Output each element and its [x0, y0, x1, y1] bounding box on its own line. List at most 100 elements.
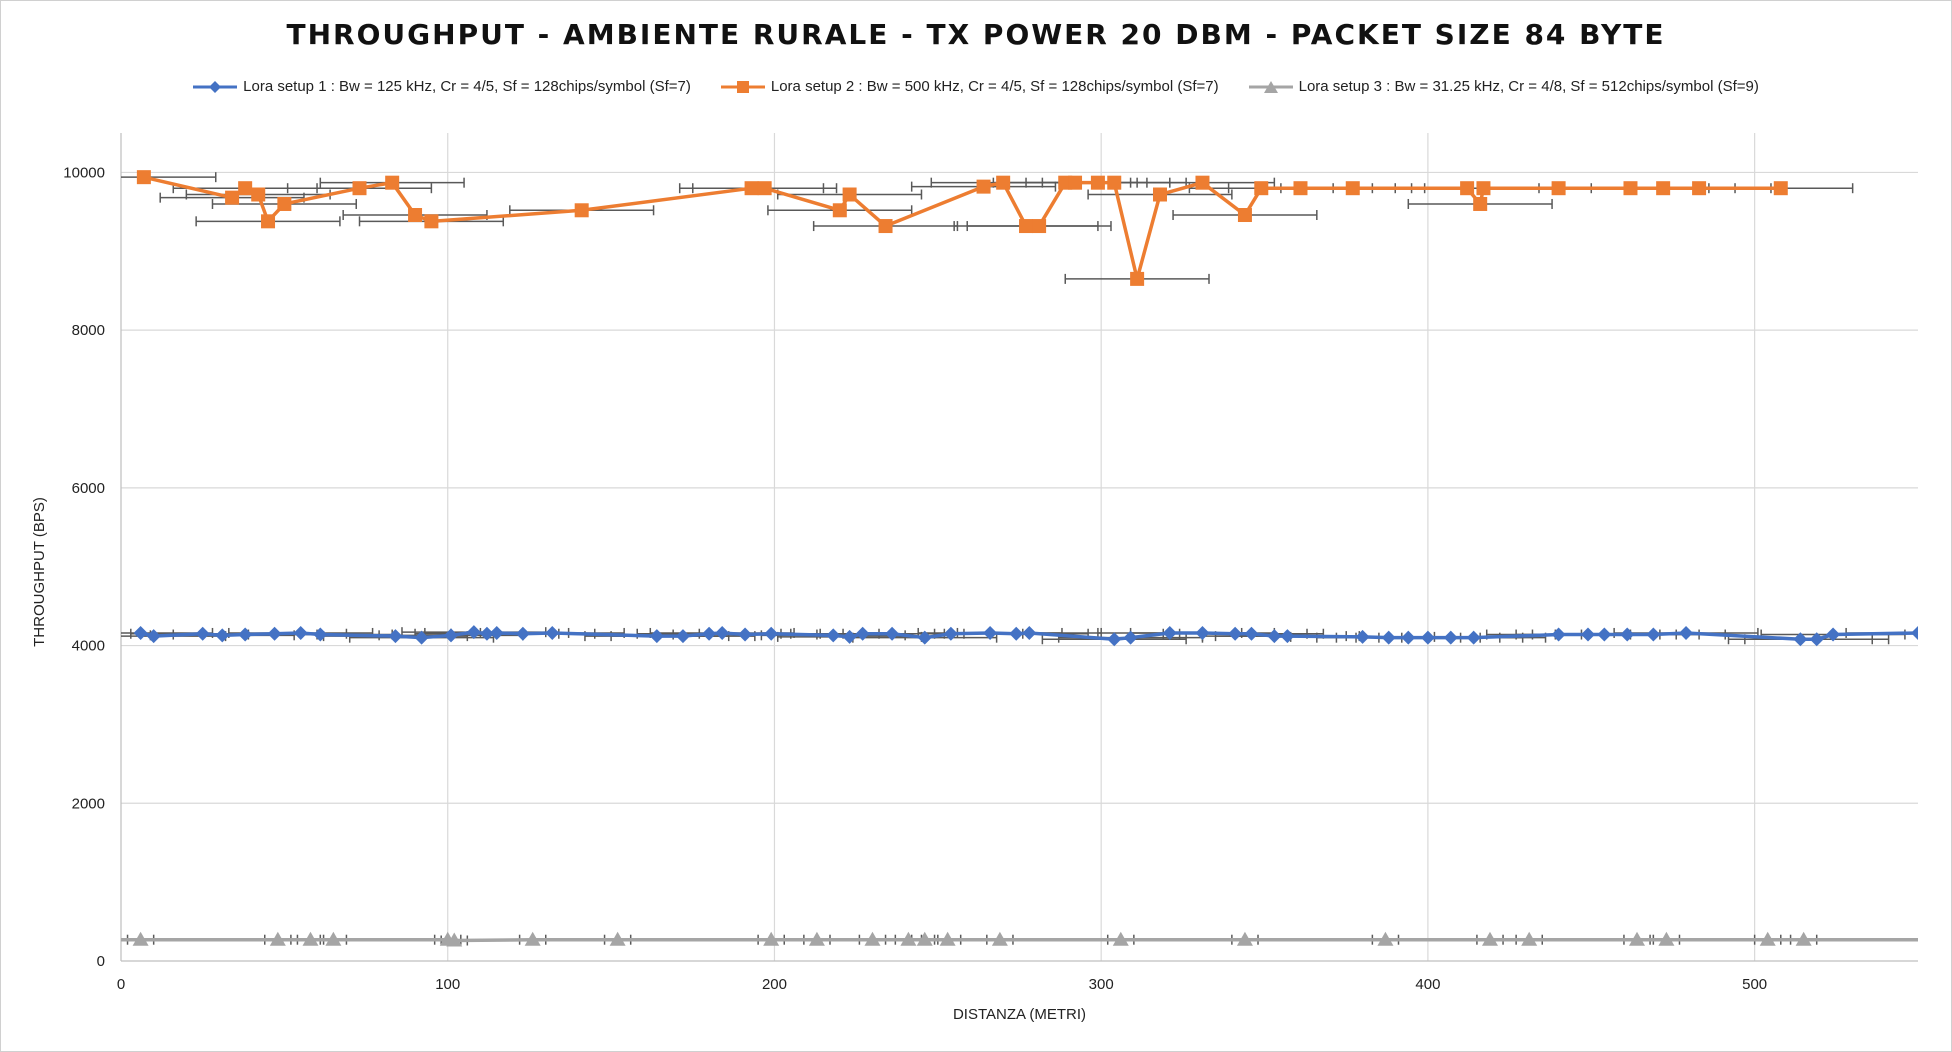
- data-point: [1280, 629, 1295, 644]
- data-point: [545, 625, 560, 640]
- data-point: [864, 931, 881, 946]
- series-line-setup-2: [143, 175, 1781, 281]
- data-point: [1759, 931, 1776, 946]
- data-point: [1267, 629, 1282, 644]
- data-point: [976, 179, 991, 194]
- data-point: [1420, 630, 1435, 645]
- data-point: [1597, 627, 1612, 642]
- data-point: [1443, 630, 1458, 645]
- data-point: [446, 932, 463, 947]
- data-point: [1152, 187, 1167, 202]
- data-point: [302, 931, 319, 946]
- data-point: [215, 628, 230, 643]
- chart-title: THROUGHPUT - AMBIENTE RURALE - TX POWER …: [286, 18, 1666, 51]
- data-point: [479, 626, 494, 641]
- data-point: [1551, 181, 1566, 196]
- data-point: [1112, 931, 1129, 946]
- x-tick-label: 500: [1742, 976, 1767, 993]
- data-point: [983, 625, 998, 640]
- data-point: [991, 931, 1008, 946]
- y-axis-title: THROUGHPUT (BPS): [31, 497, 48, 647]
- data-point: [133, 625, 148, 640]
- data-point: [195, 626, 210, 641]
- data-point: [1195, 625, 1210, 640]
- data-point: [313, 627, 328, 642]
- legend-label-setup-3: Lora setup 3 : Bw = 31.25 kHz, Cr = 4/8,…: [1298, 78, 1759, 95]
- legend-entry-setup-3: Lora setup 3 : Bw = 31.25 kHz, Cr = 4/8,…: [1248, 78, 1759, 95]
- data-point: [1022, 625, 1037, 640]
- x-axis-title: DISTANZA (METRI): [953, 1006, 1086, 1023]
- y-tick-label: 8000: [72, 322, 105, 339]
- legend-entry-setup-1: Lora setup 1 : Bw = 125 kHz, Cr = 4/5, S…: [193, 78, 691, 95]
- data-point: [269, 931, 286, 946]
- data-point: [764, 626, 779, 641]
- legend-swatch-setup-1: [193, 80, 238, 93]
- data-point: [1009, 626, 1024, 641]
- data-point: [325, 931, 342, 946]
- data-point: [1401, 630, 1416, 645]
- data-point: [424, 214, 439, 229]
- data-point: [939, 931, 956, 946]
- data-point: [524, 931, 541, 946]
- data-point: [1476, 181, 1491, 196]
- chart-legend: Lora setup 1 : Bw = 125 kHz, Cr = 4/5, S…: [0, 78, 1952, 95]
- data-point: [1377, 931, 1394, 946]
- data-point: [1237, 208, 1252, 223]
- x-tick-label: 200: [762, 976, 787, 993]
- data-point: [738, 627, 753, 642]
- y-tick-label: 2000: [72, 795, 105, 812]
- data-point: [1068, 175, 1083, 190]
- data-point: [996, 175, 1011, 190]
- data-point: [900, 931, 917, 946]
- data-point: [1826, 627, 1841, 642]
- x-tick-label: 400: [1415, 976, 1440, 993]
- data-point: [826, 628, 841, 643]
- data-point: [1911, 625, 1918, 640]
- data-point: [1123, 630, 1138, 645]
- data-point: [1629, 931, 1646, 946]
- data-point: [408, 208, 423, 223]
- data-point: [1481, 931, 1498, 946]
- legend-entry-setup-2: Lora setup 2 : Bw = 500 kHz, Cr = 4/5, S…: [720, 78, 1219, 95]
- data-point: [1773, 181, 1788, 196]
- data-point: [225, 190, 240, 205]
- legend-swatch-setup-2: [720, 80, 765, 93]
- gridlines: [121, 133, 1918, 961]
- legend-label-setup-2: Lora setup 2 : Bw = 500 kHz, Cr = 4/5, S…: [770, 78, 1219, 95]
- legend-swatch-setup-3: [1248, 80, 1293, 93]
- x-tick-label: 100: [435, 976, 460, 993]
- data-point: [238, 181, 253, 196]
- data-point: [885, 626, 900, 641]
- plot-area: [121, 170, 1918, 947]
- series-line-setup-3: [121, 937, 1918, 943]
- data-point: [702, 626, 717, 641]
- data-point: [251, 187, 266, 202]
- series-setup-3: [121, 931, 1918, 947]
- data-point: [763, 931, 780, 946]
- data-point: [675, 629, 690, 644]
- data-point: [757, 181, 772, 196]
- data-point: [916, 931, 933, 946]
- data-point: [574, 203, 589, 218]
- y-tick-label: 0: [97, 953, 105, 970]
- data-point: [489, 625, 504, 640]
- data-point: [1679, 625, 1694, 640]
- data-point: [1107, 632, 1122, 647]
- data-point: [649, 629, 664, 644]
- data-point: [1521, 931, 1538, 946]
- data-point: [1466, 630, 1481, 645]
- y-tick-label: 4000: [72, 638, 105, 655]
- data-point: [267, 626, 282, 641]
- data-point: [1195, 175, 1210, 190]
- data-point: [1620, 627, 1635, 642]
- series-setup-2: [136, 170, 1788, 286]
- data-point: [132, 931, 149, 946]
- data-point: [352, 181, 367, 196]
- data-point: [1692, 181, 1707, 196]
- data-point: [1646, 627, 1661, 642]
- data-point: [943, 626, 958, 641]
- data-point: [146, 629, 161, 644]
- data-point: [1228, 626, 1243, 641]
